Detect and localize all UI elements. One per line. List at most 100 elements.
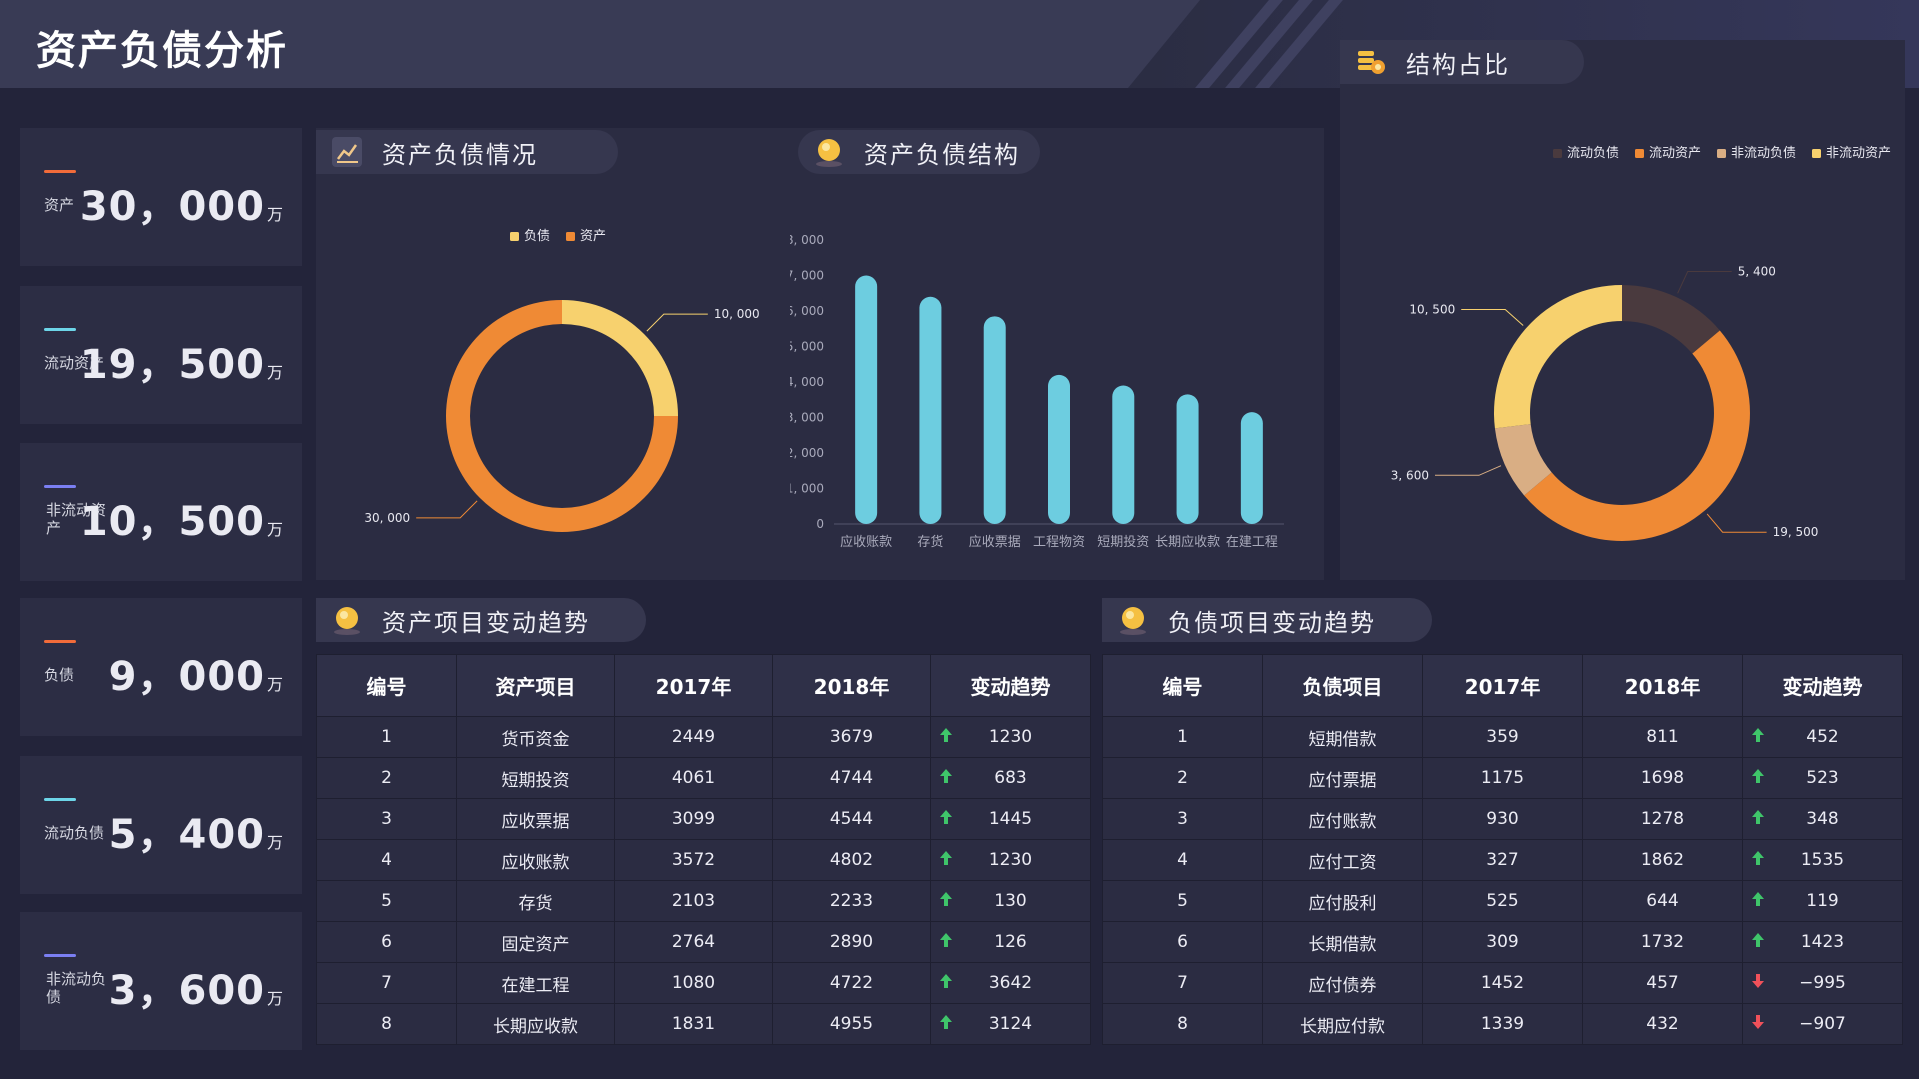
kpi-label: 非流动负债 (46, 970, 107, 1006)
cell-2017: 2103 (614, 880, 773, 922)
cell-2018: 4722 (772, 962, 931, 1004)
x-tick-label: 在建工程 (1226, 535, 1278, 550)
panel-title-text: 资产项目变动趋势 (382, 608, 590, 637)
cell-trend: −995 (1742, 962, 1903, 1004)
legend-swatch (566, 232, 575, 241)
coin-stack-icon (1358, 51, 1385, 74)
cell-trend: 1535 (1742, 839, 1903, 881)
cell-item: 长期应付款 (1262, 1003, 1423, 1045)
column-header: 2018年 (772, 654, 931, 717)
kpi-value: 19，500 万 (80, 332, 284, 390)
legend-swatch (1553, 149, 1562, 158)
cell-2017: 359 (1422, 716, 1583, 758)
cell-2018: 4744 (772, 757, 931, 799)
cell-2018: 1698 (1582, 757, 1743, 799)
legend-label: 非流动负债 (1731, 146, 1796, 161)
column-header: 变动趋势 (930, 654, 1091, 717)
ratio-panel-title: 结构占比 (1340, 40, 1584, 84)
cell-no: 7 (316, 962, 457, 1004)
column-header: 变动趋势 (1742, 654, 1903, 717)
kpi-unit: 万 (266, 363, 284, 382)
cell-change: 1230 (988, 850, 1033, 870)
arrow-up-icon (1752, 892, 1764, 906)
cell-change: 1535 (1800, 850, 1845, 870)
legend-label: 负债 (524, 229, 550, 244)
column-header: 负债项目 (1262, 654, 1423, 717)
cell-trend: 1230 (930, 839, 1091, 881)
table-row: 8 长期应付款 1339 432 −907 (1102, 1003, 1903, 1045)
legend-swatch (1812, 149, 1821, 158)
cell-trend: 683 (930, 757, 1091, 799)
cell-2018: 811 (1582, 716, 1743, 758)
cell-trend: 3642 (930, 962, 1091, 1004)
slice-label: 10, 000 (714, 307, 760, 321)
kpi-value: 10，500 万 (80, 489, 284, 547)
cell-no: 2 (316, 757, 457, 799)
cell-2018: 4802 (772, 839, 931, 881)
legend-item: 流动资产 (1635, 146, 1701, 161)
coin-bulb-icon (334, 607, 360, 635)
bar (919, 296, 942, 524)
cell-item: 应付票据 (1262, 757, 1423, 799)
cell-change: 130 (994, 891, 1027, 911)
structure-panel-title: 资产负债结构 (798, 130, 1040, 174)
x-tick-label: 存货 (917, 534, 943, 550)
table-row: 4 应收账款 3572 4802 1230 (316, 839, 1091, 881)
kpi-label: 流动资产 (44, 354, 105, 372)
cell-2018: 1862 (1582, 839, 1743, 881)
donut-slice (1524, 330, 1750, 541)
kpi-value: 3，600 万 (109, 958, 284, 1016)
kpi-number: 5，400 (108, 812, 265, 858)
cell-no: 7 (1102, 962, 1263, 1004)
cell-2018: 644 (1582, 880, 1743, 922)
legend-swatch (1635, 149, 1644, 158)
table-row: 7 在建工程 1080 4722 3642 (316, 962, 1091, 1004)
table-header-row: 编号 资产项目 2017年 2018年 变动趋势 (316, 654, 1091, 717)
slice-label: 3, 600 (1391, 468, 1429, 482)
y-tick-label: 4, 000 (790, 375, 824, 389)
line-chart-icon (332, 137, 362, 167)
cell-2017: 309 (1422, 921, 1583, 963)
cell-trend: 126 (930, 921, 1091, 963)
table-row: 6 固定资产 2764 2890 126 (316, 921, 1091, 963)
legend-swatch (510, 232, 519, 241)
cell-2017: 2764 (614, 921, 773, 963)
kpi-unit: 万 (266, 833, 284, 852)
cell-item: 货币资金 (456, 716, 615, 758)
cell-change: 1423 (1800, 932, 1845, 952)
kpi-card: 流动负债 5，400 万 (20, 756, 302, 894)
legend-label: 资产 (580, 229, 606, 244)
kpi-value: 9，000 万 (109, 644, 284, 702)
cell-2018: 3679 (772, 716, 931, 758)
kpi-label: 负债 (44, 666, 75, 684)
cell-no: 3 (1102, 798, 1263, 840)
cell-2017: 1339 (1422, 1003, 1583, 1045)
cell-change: 1445 (988, 809, 1033, 829)
arrow-up-icon (940, 974, 952, 988)
cell-trend: 523 (1742, 757, 1903, 799)
cell-change: 348 (1806, 809, 1839, 829)
coin-bulb-icon (816, 139, 842, 167)
kpi-color-bar (44, 485, 76, 488)
kpi-color-bar (44, 640, 76, 643)
kpi-color-bar (44, 170, 76, 173)
y-tick-label: 3, 000 (790, 411, 824, 425)
arrow-up-icon (1752, 933, 1764, 947)
table-row: 8 长期应收款 1831 4955 3124 (316, 1003, 1091, 1045)
kpi-card: 资产 30，000 万 (20, 128, 302, 266)
cell-change: −995 (1799, 973, 1846, 993)
cell-2018: 4544 (772, 798, 931, 840)
donut-slice (1622, 285, 1720, 354)
cell-item: 在建工程 (456, 962, 615, 1004)
table-row: 5 应付股利 525 644 119 (1102, 880, 1903, 922)
arrow-up-icon (940, 810, 952, 824)
y-tick-label: 7, 000 (790, 269, 824, 283)
arrow-down-icon (1752, 1015, 1764, 1029)
slice-label-leader (1706, 513, 1767, 533)
kpi-label: 资产 (44, 196, 75, 214)
legend-label: 流动负债 (1567, 146, 1619, 161)
bar (1176, 394, 1199, 524)
cell-2017: 3099 (614, 798, 773, 840)
cell-2018: 2233 (772, 880, 931, 922)
bar (983, 316, 1006, 524)
